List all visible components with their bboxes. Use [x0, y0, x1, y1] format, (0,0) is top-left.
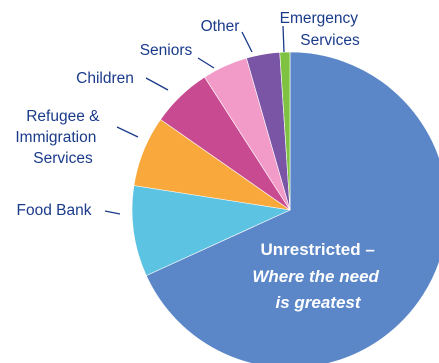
- label-children: Children: [76, 70, 134, 87]
- label-refugee: Refugee & Immigration Services: [15, 108, 103, 167]
- leader-seniors: [197, 57, 215, 69]
- leader-foodbank: [104, 210, 121, 215]
- leader-other: [241, 31, 253, 53]
- leader-emergency: [282, 25, 285, 53]
- pie-slice-1: [131, 185, 292, 277]
- pie-slice-6: [279, 51, 291, 211]
- leader-refugee: [116, 126, 139, 138]
- leader-children: [145, 77, 169, 91]
- pie-slices: [131, 51, 439, 363]
- label-seniors: Seniors: [140, 42, 193, 59]
- label-unrestricted: Unrestricted – Where the need is greates…: [252, 240, 383, 312]
- label-foodbank: Food Bank: [17, 202, 92, 219]
- leader-lines: [104, 25, 285, 215]
- label-other: Other: [201, 18, 240, 35]
- pie-slice-0: [145, 51, 439, 363]
- label-emergency: Emergency Services: [280, 10, 363, 49]
